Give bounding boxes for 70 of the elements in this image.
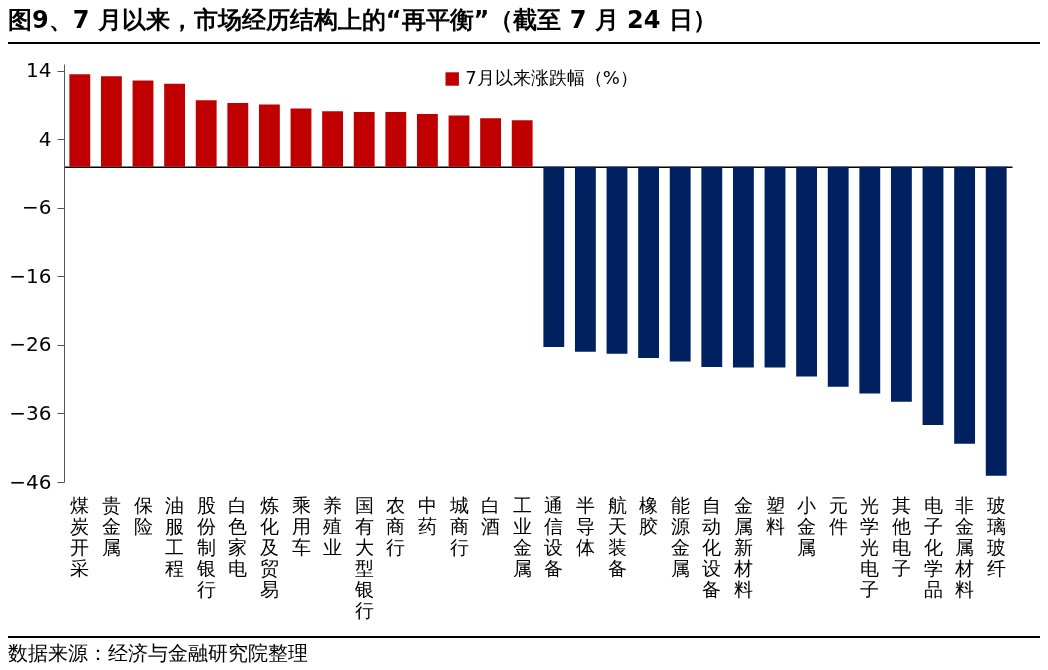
x-tick-label: 其他电子 <box>891 493 911 579</box>
x-tick-label: 小金属 <box>797 493 817 558</box>
bar <box>100 76 122 167</box>
bar <box>954 166 976 444</box>
x-tick-label: 油服工程 <box>165 493 185 579</box>
bar <box>890 166 912 402</box>
x-tick-label: 工业金属 <box>512 493 532 579</box>
bar <box>227 103 249 167</box>
bar <box>353 111 375 167</box>
bar <box>606 166 628 354</box>
y-tick-label: 14 <box>26 58 52 83</box>
x-tick-label: 非金属材料 <box>954 493 975 600</box>
x-tick-label: 光学光电子 <box>860 493 880 600</box>
bar <box>859 166 881 394</box>
x-tick-label: 国有大型银行 <box>353 493 374 621</box>
bar <box>701 166 723 367</box>
x-tick-label: 电子化学品 <box>923 493 943 600</box>
x-tick-label: 农商行 <box>386 493 406 558</box>
x-tick-label: 保险 <box>133 493 153 537</box>
x-tick-label: 炼化及贸易 <box>259 493 279 600</box>
bar <box>416 114 438 167</box>
legend-label: 7月以来涨跌幅（%） <box>465 67 638 88</box>
x-tick-label: 通信设备 <box>544 493 564 579</box>
x-tick-label: 航天装备 <box>607 493 627 579</box>
x-tick-label: 股份制银行 <box>195 493 216 600</box>
x-tick-label: 白酒 <box>481 493 501 537</box>
x-tick-label: 白色家电 <box>228 493 248 579</box>
bar <box>322 111 344 167</box>
bar <box>574 166 596 352</box>
bar <box>732 166 754 368</box>
bar <box>290 108 312 167</box>
x-tick-label: 煤炭开采 <box>70 493 90 579</box>
bar <box>385 111 407 167</box>
bar <box>985 166 1007 476</box>
x-tick-label: 元件 <box>828 493 848 537</box>
x-tick-label: 玻璃玻纤 <box>986 493 1006 579</box>
bar <box>164 83 186 167</box>
y-tick-label: −6 <box>22 195 52 220</box>
x-tick-label: 自动化设备 <box>702 493 722 600</box>
x-tick-label: 中药 <box>417 493 437 537</box>
y-tick-label: 4 <box>38 126 52 151</box>
bar <box>638 166 660 358</box>
bar <box>669 166 691 362</box>
bar <box>132 80 154 167</box>
bar <box>69 74 91 167</box>
x-tick-label: 养殖业 <box>323 493 343 558</box>
x-tick-label: 乘用车 <box>291 493 311 558</box>
y-tick-label: −36 <box>9 400 52 425</box>
bar <box>922 166 944 426</box>
x-tick-label: 金属新材料 <box>732 493 753 600</box>
bar <box>796 166 818 377</box>
bar <box>195 100 217 167</box>
bar <box>543 166 565 348</box>
bar <box>258 104 280 167</box>
bar <box>480 118 502 167</box>
y-tick-label: −16 <box>9 263 52 288</box>
chart-title: 图9、7 月以来，市场经历结构上的“再平衡”（截至 7 月 24 日） <box>8 4 1040 44</box>
source-note: 数据来源：经济与金融研究院整理 <box>8 636 1040 667</box>
x-tick-label: 半导体 <box>575 493 595 558</box>
x-tick-label: 贵金属 <box>101 493 121 558</box>
x-tick-label: 塑料 <box>765 493 785 537</box>
x-tick-label: 城商行 <box>448 493 469 558</box>
x-tick-label: 能源金属 <box>670 493 690 579</box>
bar <box>448 115 470 167</box>
y-tick-label: −26 <box>9 332 52 357</box>
bar <box>827 166 849 387</box>
bar <box>764 166 786 368</box>
x-tick-label: 橡胶 <box>639 493 659 537</box>
y-tick-label: −46 <box>9 469 52 494</box>
bar <box>511 120 533 167</box>
